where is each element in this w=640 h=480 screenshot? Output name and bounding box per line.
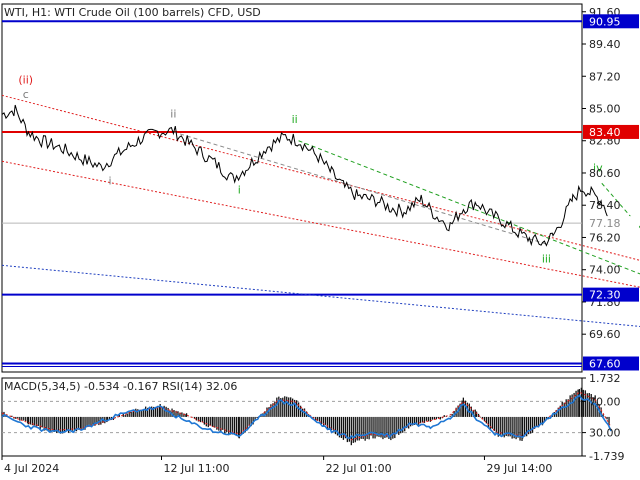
rsi-line	[1, 394, 612, 439]
price-tick-label: 78.40	[589, 199, 621, 212]
time-tick-label: 12 Jul 11:00	[164, 462, 230, 475]
oscillator-tick-label: 30.00	[589, 427, 621, 440]
price-layer	[1, 104, 612, 247]
wave-label: ii	[170, 107, 176, 120]
level-label: 67.60	[589, 357, 621, 370]
trend-line	[1, 160, 640, 288]
price-tick-label: 74.00	[589, 264, 621, 277]
level-tag	[583, 124, 639, 139]
time-tick-label: 29 Jul 14:00	[486, 462, 552, 475]
wave-label: iv	[593, 162, 603, 175]
wave-labels-layer: (ii)ciiiiiiiiiivviii	[18, 74, 603, 266]
level-label: 90.95	[589, 15, 621, 28]
level-label: 72.30	[589, 289, 621, 302]
wave-label: ii	[292, 113, 298, 126]
trend-line	[173, 131, 550, 246]
wave-label: iii	[542, 252, 551, 265]
wave-label: c	[23, 88, 29, 101]
trendlines-layer	[1, 94, 640, 327]
current-price-label: 77.18	[589, 217, 621, 230]
axis-layer: 91.6089.4087.2085.0082.8080.6078.4076.20…	[1, 6, 639, 475]
oscillator-title: MACD(5,34,5) -0.534 -0.167 RSI(14) 32.06	[4, 380, 237, 393]
wave-label: i	[238, 183, 241, 196]
main-plot-frame	[1, 3, 583, 373]
level-tag	[583, 14, 639, 29]
price-tick-label: 85.00	[589, 102, 621, 115]
price-tick-label: 76.20	[589, 231, 621, 244]
time-tick-label: 4 Jul 2024	[4, 462, 59, 475]
wave-label: i	[109, 175, 112, 188]
level-label: 83.40	[589, 126, 621, 139]
chart-title: WTI, H1: WTI Crude Oil (100 barrels) CFD…	[4, 6, 261, 19]
level-tag	[583, 287, 639, 302]
oscillator-tick-label: 1.732	[589, 372, 621, 385]
wave-label: (ii)	[18, 74, 33, 87]
levels-layer	[2, 20, 582, 367]
trend-line	[1, 264, 640, 327]
oscillator-layer	[1, 387, 612, 446]
trend-line	[298, 140, 640, 275]
price-tick-label: 87.20	[589, 70, 621, 83]
time-tick-label: 22 Jul 01:00	[326, 462, 392, 475]
oscillator-tick-label: -1.739	[589, 450, 624, 463]
level-tag	[583, 356, 639, 371]
price-tick-label: 89.40	[589, 38, 621, 51]
current-price-tag	[583, 216, 639, 231]
price-tick-label: 69.60	[589, 328, 621, 341]
oscillator-plot-frame	[1, 377, 583, 457]
oscillator-tick-label: 70.00	[589, 395, 621, 408]
price-tick-label: 80.60	[589, 167, 621, 180]
grid-layer	[1, 3, 583, 457]
price-series	[1, 104, 612, 247]
